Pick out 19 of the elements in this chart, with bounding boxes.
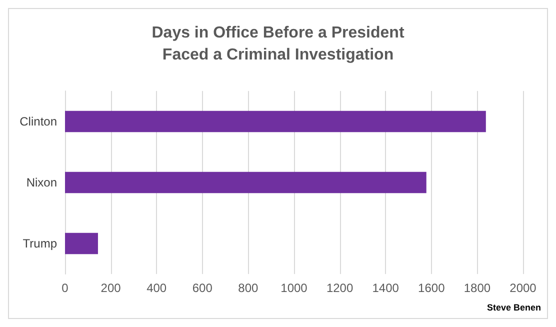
x-tick-label: 400 bbox=[146, 281, 167, 295]
x-tick-label: 600 bbox=[192, 281, 213, 295]
x-tick-label: 1000 bbox=[280, 281, 308, 295]
x-tick-label: 2000 bbox=[510, 281, 537, 295]
x-tick-label: 200 bbox=[100, 281, 122, 295]
bar bbox=[65, 110, 486, 132]
bar bbox=[65, 232, 98, 254]
bar bbox=[65, 172, 426, 194]
y-tick-label: Clinton bbox=[20, 114, 57, 128]
x-tick-label: 1200 bbox=[326, 281, 354, 295]
x-tick-label: 0 bbox=[62, 281, 69, 295]
x-tick-label: 1800 bbox=[464, 281, 491, 295]
y-tick-label: Nixon bbox=[26, 176, 57, 190]
x-tick-label: 1400 bbox=[372, 281, 400, 295]
chart-title: Days in Office Before a President Faced a Criminal Investigation bbox=[152, 24, 405, 64]
x-tick-label: 800 bbox=[238, 281, 259, 295]
x-tick-label: 1600 bbox=[418, 281, 446, 295]
y-tick-label: Trump bbox=[22, 236, 58, 250]
text: Steve Benen bbox=[486, 302, 542, 312]
